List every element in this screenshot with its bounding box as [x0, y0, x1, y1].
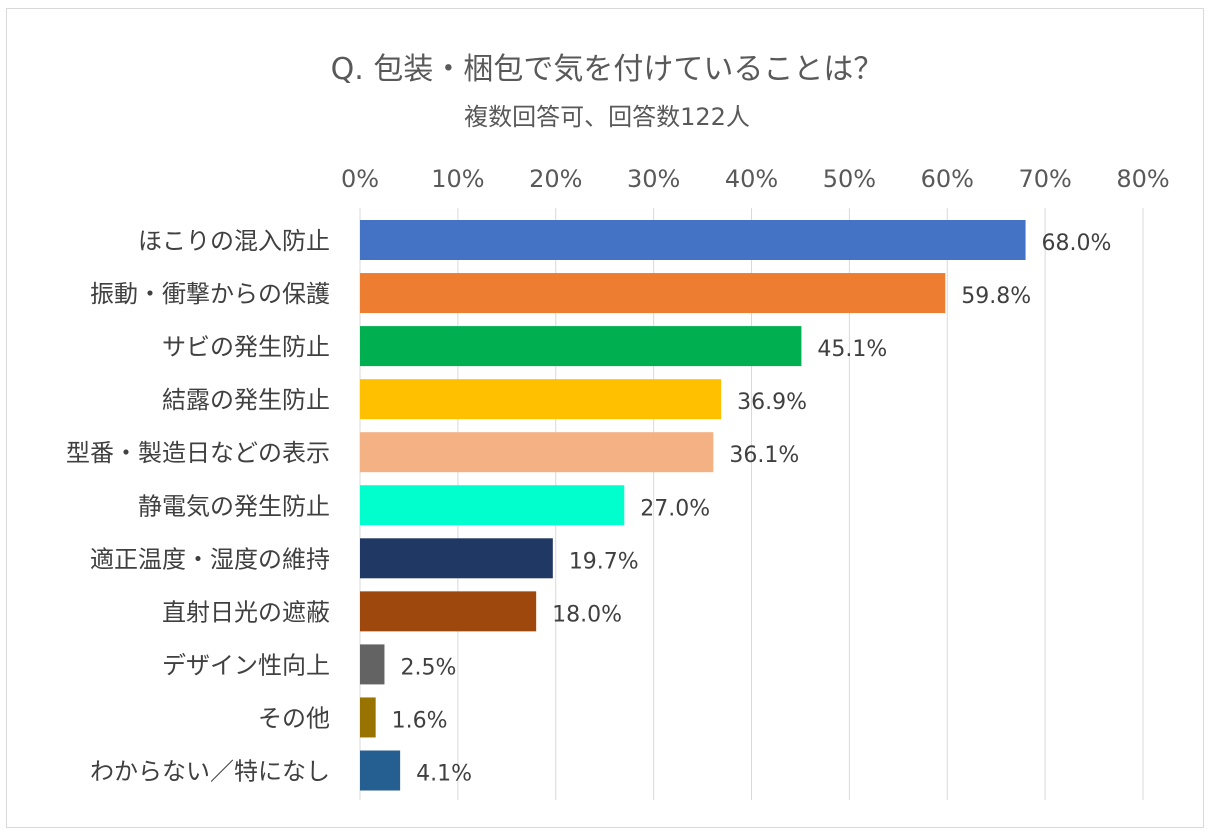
bar	[360, 379, 722, 420]
data-label: 4.1%	[416, 762, 472, 787]
data-label: 2.5%	[400, 655, 456, 680]
category-label: 型番・製造日などの表示	[66, 439, 330, 467]
bar	[360, 326, 802, 367]
category-label: 直射日光の遮蔽	[162, 598, 330, 626]
bar	[360, 220, 1026, 260]
x-tick-label: 30%	[627, 165, 680, 193]
x-tick-label: 0%	[341, 165, 379, 193]
data-label: 59.8%	[961, 284, 1031, 309]
bar	[360, 273, 946, 314]
category-label: サビの発生防止	[162, 333, 330, 361]
data-label: 36.1%	[729, 443, 799, 468]
bar	[360, 644, 385, 685]
x-tick-label: 40%	[725, 165, 778, 193]
category-label: 振動・衝撃からの保護	[90, 280, 330, 308]
x-tick-label: 50%	[823, 165, 876, 193]
bar	[360, 485, 625, 526]
category-label: 静電気の発生防止	[138, 492, 330, 520]
chart-subtitle: 複数回答可、回答数122人	[464, 103, 750, 131]
x-tick-label: 70%	[1018, 165, 1071, 193]
category-label: わからない／特になし	[90, 758, 330, 786]
category-label: 適正温度・湿度の維持	[90, 545, 330, 573]
data-label: 1.6%	[392, 708, 448, 733]
bar	[360, 538, 553, 579]
data-label: 19.7%	[569, 549, 639, 574]
category-label: 結露の発生防止	[162, 386, 330, 414]
category-label: その他	[258, 704, 330, 732]
data-label: 18.0%	[552, 602, 622, 627]
data-label: 27.0%	[640, 496, 710, 521]
category-label: デザイン性向上	[162, 651, 330, 679]
bar	[360, 750, 401, 791]
x-tick-label: 10%	[431, 165, 484, 193]
x-tick-label: 60%	[921, 165, 974, 193]
data-label: 45.1%	[817, 337, 887, 362]
category-label: ほこりの混入防止	[138, 227, 330, 255]
bar	[360, 432, 714, 473]
chart-title: Q. 包装・梱包で気を付けていることは？	[330, 52, 884, 87]
bar	[360, 591, 537, 632]
x-tick-label: 20%	[529, 165, 582, 193]
x-tick-label: 80%	[1116, 165, 1169, 193]
data-label: 68.0%	[1042, 231, 1112, 256]
bar	[360, 697, 376, 738]
data-label: 36.9%	[737, 390, 807, 415]
